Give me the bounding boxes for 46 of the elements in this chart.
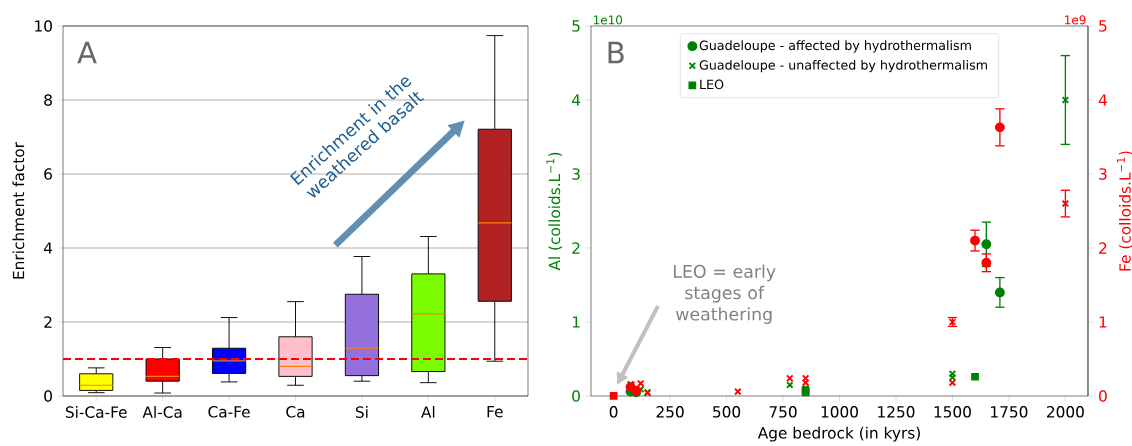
x-tick-label: 750 — [769, 406, 797, 418]
y2-tick-label: 3 — [1099, 168, 1107, 180]
x-tick-label: 1500 — [934, 406, 971, 418]
y2-tick-label: 1 — [1099, 316, 1107, 328]
x-tick-label: 250 — [656, 406, 684, 418]
x-tick-label: Al — [421, 406, 435, 418]
x-tick-label: Si-Ca-Fe — [65, 406, 127, 418]
y-tick-label: 4 — [571, 94, 581, 106]
legend-label: LEO — [700, 79, 724, 90]
y-tick-label: 5 — [572, 20, 580, 32]
x-tick-label: Ca-Fe — [208, 406, 250, 418]
y-tick-label: 2 — [44, 316, 52, 328]
x-tick-label: 1750 — [991, 406, 1028, 418]
legend-label: Guadeloupe - affected by hydrothermalism — [699, 40, 971, 53]
y2-tick-label: 2 — [1099, 242, 1107, 254]
annotation: LEO = early stages of weathering — [673, 264, 776, 324]
y2-axis-title: Fe (colloids.L$^{−1}$) — [1116, 151, 1132, 271]
x-tick-label: 2000 — [1047, 406, 1084, 418]
legend-label: Guadeloupe - unaffected by hydrothermalism — [699, 59, 987, 73]
x-tick-label: 1250 — [878, 406, 915, 418]
annotation: A — [77, 41, 97, 64]
x-tick-label: Ca — [286, 406, 305, 418]
y-tick-label: 8 — [44, 94, 52, 106]
x-tick-label: 1000 — [821, 406, 858, 418]
y-tick-label: 10 — [35, 20, 52, 32]
x-tick-label: 0 — [609, 406, 618, 418]
y-tick-label: 0 — [572, 390, 580, 402]
x-tick-label: Al-Ca — [142, 406, 182, 418]
text: 1e9 — [1065, 15, 1086, 25]
y-tick-label: 4 — [43, 242, 53, 254]
y-tick-label: 6 — [44, 168, 52, 180]
y-tick-label: 1 — [572, 316, 580, 328]
annotation: B — [608, 41, 624, 64]
y-tick-label: 2 — [572, 242, 580, 254]
x-tick-label: 500 — [713, 406, 741, 418]
text: 1e10 — [593, 15, 623, 25]
y-tick-label: 0 — [44, 390, 52, 402]
y2-tick-label: 0 — [1099, 390, 1107, 402]
y2-tick-label: 4 — [1098, 94, 1107, 106]
y-tick-label: 3 — [572, 168, 580, 180]
y-axis-title: Enrichment factor — [12, 141, 25, 279]
x-axis-title: Age bedrock (in kyrs) — [757, 426, 920, 442]
x-tick-label: Fe — [487, 406, 503, 418]
x-tick-label: Si — [355, 406, 368, 418]
y-axis-title: Al (colloids.L$^{−1}$) — [546, 152, 563, 271]
y2-tick-label: 5 — [1099, 20, 1107, 32]
